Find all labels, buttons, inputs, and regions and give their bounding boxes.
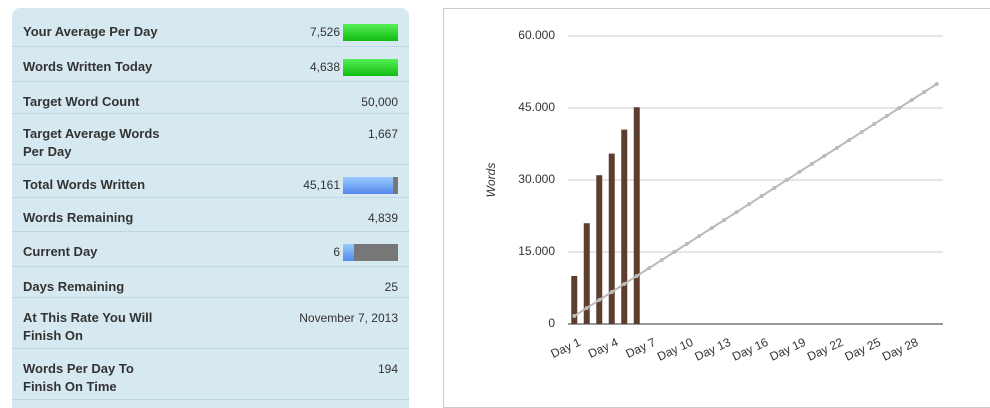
line-point [647, 265, 652, 270]
stat-value: 6 [333, 245, 340, 259]
x-tick-label: Day 4 [586, 335, 621, 361]
line-point [597, 298, 602, 302]
bar [621, 129, 628, 324]
line-point [859, 130, 864, 134]
stat-label: Words Per Day To Finish On Time [23, 361, 134, 394]
stat-row: At This Rate You Will Finish On November … [12, 298, 409, 349]
line-point [634, 274, 639, 278]
stat-row: Your Average Per Day 7,526 [12, 12, 409, 47]
line-point [772, 186, 777, 191]
stat-value: 4,839 [367, 211, 398, 225]
progress-fill [343, 177, 393, 194]
line-point [584, 306, 589, 311]
stat-value: 194 [377, 362, 398, 376]
bar [571, 276, 578, 324]
stat-row: Words Per Day To Finish On Time 194 [12, 349, 409, 400]
x-tick-label: Day 19 [767, 335, 808, 364]
stat-label: Total Words Written [23, 177, 146, 192]
stat-label: Target Average Words Per Day [23, 126, 160, 159]
line-point [759, 193, 764, 198]
y-axis-title: Words [484, 163, 498, 198]
stat-value: 4,638 [309, 60, 340, 74]
stat-row: Total Words Written 45,161 [12, 165, 409, 198]
stat-row: Words Remaining 4,839 [12, 198, 409, 232]
progress-bar [343, 24, 398, 41]
line-point [622, 282, 627, 287]
line-point [747, 202, 752, 206]
stat-row: Target Word Count 50,000 [12, 82, 409, 114]
stat-label: Words Remaining [23, 210, 134, 225]
line-point [822, 154, 827, 158]
progress-fill [343, 244, 354, 261]
stat-value: 1,667 [367, 127, 398, 141]
bar [596, 175, 603, 324]
progress-fill [343, 59, 398, 76]
progress-bar [343, 244, 398, 261]
line-point [809, 162, 814, 167]
target-line [573, 83, 938, 317]
line-point [672, 250, 677, 254]
stat-value: November 7, 2013 [299, 311, 398, 325]
line-point [609, 289, 614, 294]
stat-label: Target Word Count [23, 94, 140, 109]
y-tick-label: 0 [548, 316, 555, 330]
progress-bar [343, 177, 398, 194]
stat-value: 25 [384, 280, 398, 294]
y-tick-label: 45.000 [518, 100, 555, 114]
x-tick-label: Day 16 [730, 335, 771, 364]
stat-value: 50,000 [361, 95, 398, 109]
line-point [784, 178, 789, 182]
stat-row: Days Remaining 25 [12, 267, 409, 298]
progress-bar [343, 59, 398, 76]
line-point [872, 121, 877, 126]
y-tick-label: 15.000 [518, 244, 555, 258]
bar [633, 107, 640, 324]
line-point [697, 234, 702, 239]
stat-row: Current Day 6 [12, 232, 409, 267]
x-tick-label: Day 13 [692, 335, 733, 364]
y-tick-label: 60.000 [518, 28, 555, 42]
x-tick-label: Day 10 [655, 335, 696, 364]
stat-label: Days Remaining [23, 279, 125, 294]
line-point [709, 226, 714, 230]
x-tick-label: Day 7 [624, 335, 659, 361]
stat-label: Words Written Today [23, 59, 153, 74]
stat-value: 7,526 [309, 25, 340, 39]
stat-label: Your Average Per Day [23, 24, 158, 39]
line-point [797, 169, 802, 174]
stats-panel: Your Average Per Day 7,526 Words Written T… [12, 8, 409, 408]
line-point [934, 82, 939, 86]
line-point [884, 114, 889, 119]
line-point [909, 97, 914, 102]
stat-row: Words Written Today 4,638 [12, 47, 409, 82]
line-point [572, 313, 577, 318]
y-tick-label: 30.000 [518, 172, 555, 186]
line-point [834, 145, 839, 150]
line-point [922, 90, 927, 95]
stat-label: At This Rate You Will Finish On [23, 310, 153, 343]
line-point [684, 241, 689, 246]
line-point [722, 217, 727, 222]
line-point [734, 210, 739, 215]
line-point [847, 138, 852, 143]
line-point [897, 106, 902, 110]
line-point [659, 258, 664, 263]
bar [608, 153, 615, 324]
x-tick-label: Day 22 [805, 335, 846, 364]
x-tick-label: Day 25 [842, 335, 883, 364]
bar [583, 223, 590, 324]
x-tick-label: Day 1 [549, 335, 584, 361]
stat-value: 45,161 [303, 178, 340, 192]
progress-fill [343, 24, 398, 41]
stat-row: Target Average Words Per Day 1,667 [12, 114, 409, 165]
x-tick-label: Day 28 [880, 335, 921, 364]
stat-label: Current Day [23, 244, 98, 259]
